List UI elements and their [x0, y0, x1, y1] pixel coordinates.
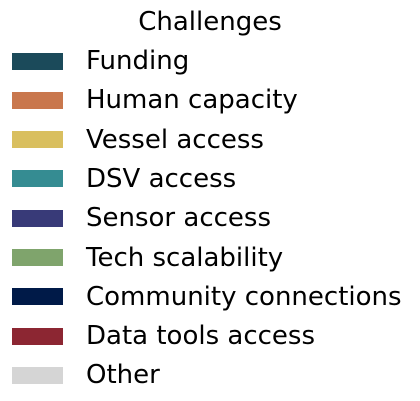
- legend-entry: Community connections: [12, 279, 402, 315]
- legend-label: Funding: [86, 46, 190, 76]
- legend-label: DSV access: [86, 163, 237, 194]
- legend-swatch: [12, 327, 63, 345]
- legend-swatch: [12, 52, 63, 70]
- legend-label: Data tools access: [86, 321, 315, 352]
- legend-label: Other: [86, 360, 160, 391]
- legend-entry: Tech scalability: [12, 240, 283, 276]
- legend-entry: Other: [12, 357, 160, 393]
- legend-entry: Sensor access: [12, 200, 271, 236]
- legend-label: Human capacity: [86, 85, 298, 116]
- legend-entry: Funding: [12, 43, 189, 79]
- legend-swatch: [12, 249, 63, 266]
- legend-swatch: [12, 131, 63, 149]
- legend-swatch: [12, 366, 63, 384]
- legend-entry: Vessel access: [12, 122, 264, 158]
- legend-swatch: [12, 91, 63, 109]
- legend-title: Challenges: [138, 7, 282, 37]
- legend-swatch: [12, 209, 63, 227]
- legend-swatch: [12, 170, 63, 188]
- legend-entry: Data tools access: [12, 318, 315, 354]
- legend-entry: Human capacity: [12, 82, 298, 118]
- legend-label: Vessel access: [86, 124, 264, 155]
- legend-entry: DSV access: [12, 161, 236, 197]
- legend-label: Sensor access: [86, 203, 271, 234]
- legend-label: Community connections: [86, 281, 402, 312]
- legend-swatch: [12, 288, 63, 306]
- legend-label: Tech scalability: [86, 242, 284, 273]
